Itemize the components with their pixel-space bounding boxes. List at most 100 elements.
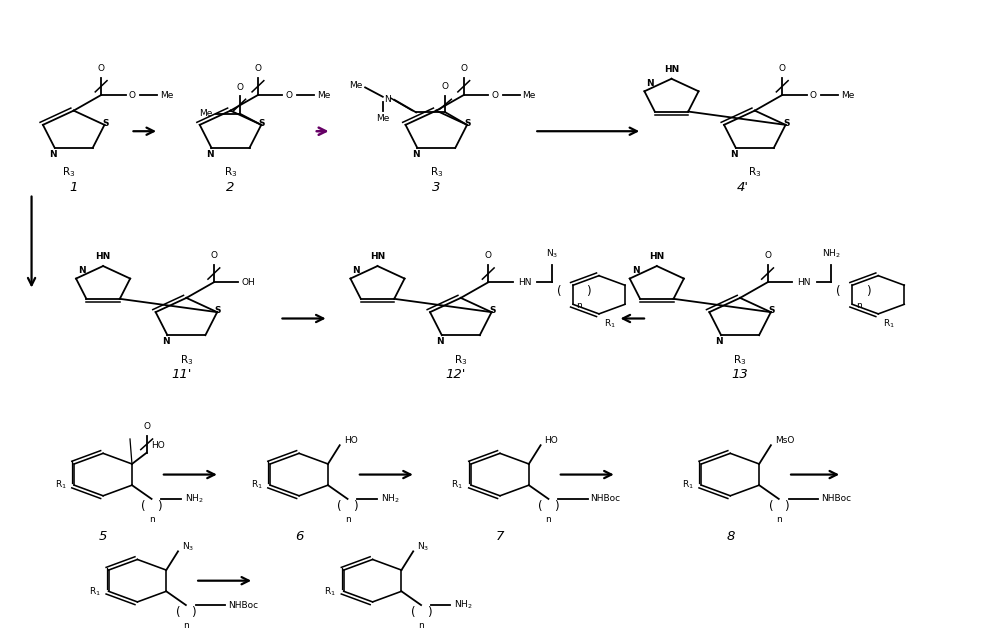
- Text: HN: HN: [370, 252, 385, 261]
- Text: O: O: [491, 90, 498, 99]
- Text: $\rm R_1$: $\rm R_1$: [89, 585, 101, 598]
- Text: MsO: MsO: [775, 436, 794, 445]
- Text: 10: 10: [364, 636, 381, 637]
- Text: $\rm NH_2$: $\rm NH_2$: [454, 599, 473, 612]
- Text: 12': 12': [446, 368, 466, 382]
- Text: HO: HO: [152, 441, 165, 450]
- Text: $\rm R_3$: $\rm R_3$: [454, 353, 467, 367]
- Text: 3: 3: [432, 181, 440, 194]
- Text: N: N: [436, 337, 444, 346]
- Text: NHBoc: NHBoc: [228, 601, 258, 610]
- Text: $\rm R_3$: $\rm R_3$: [62, 166, 75, 180]
- Text: $\rm R_3$: $\rm R_3$: [748, 166, 761, 180]
- Text: O: O: [143, 422, 150, 431]
- Text: $\rm N$: $\rm N$: [384, 92, 392, 104]
- Text: $\rm R_3$: $\rm R_3$: [430, 166, 443, 180]
- Text: Me: Me: [376, 113, 389, 122]
- Text: N: N: [78, 266, 86, 275]
- Text: $\rm R_1$: $\rm R_1$: [604, 318, 616, 330]
- Text: $\rm R_1$: $\rm R_1$: [324, 585, 336, 598]
- Text: S: S: [783, 119, 789, 128]
- Text: n: n: [577, 301, 582, 310]
- Text: n: n: [546, 515, 551, 524]
- Text: N: N: [206, 150, 213, 159]
- Text: $\rm R_3$: $\rm R_3$: [224, 166, 237, 180]
- Text: Me: Me: [841, 90, 854, 99]
- Text: S: S: [768, 306, 775, 315]
- Text: O: O: [442, 82, 449, 91]
- Text: $\rm NH_2$: $\rm NH_2$: [381, 492, 400, 505]
- Text: Me: Me: [160, 90, 173, 99]
- Text: $\rm NH_2$: $\rm NH_2$: [185, 492, 204, 505]
- Text: O: O: [485, 252, 492, 261]
- Text: n: n: [345, 515, 350, 524]
- Text: S: S: [464, 119, 471, 128]
- Text: N: N: [352, 266, 360, 275]
- Text: (: (: [538, 500, 543, 513]
- Text: NHBoc: NHBoc: [821, 494, 851, 503]
- Text: 9: 9: [133, 636, 142, 637]
- Text: n: n: [776, 515, 782, 524]
- Text: $\rm N_3$: $\rm N_3$: [417, 540, 429, 553]
- Text: ): ): [866, 285, 870, 298]
- Text: N: N: [49, 150, 57, 159]
- Text: 6: 6: [295, 530, 303, 543]
- Text: 13: 13: [732, 368, 748, 382]
- Text: $\rm R_1$: $\rm R_1$: [451, 479, 463, 491]
- Text: ): ): [191, 606, 196, 619]
- Text: $\rm R_3$: $\rm R_3$: [180, 353, 193, 367]
- Text: S: S: [259, 119, 265, 128]
- Text: $\rm N_3$: $\rm N_3$: [546, 248, 558, 261]
- Text: OH: OH: [241, 278, 255, 287]
- Text: O: O: [810, 90, 817, 99]
- Text: O: O: [254, 64, 261, 73]
- Text: $\rm R_1$: $\rm R_1$: [251, 479, 262, 491]
- Text: $\rm R_1$: $\rm R_1$: [682, 479, 694, 491]
- Text: 7: 7: [496, 530, 504, 543]
- Text: HO: HO: [344, 436, 357, 445]
- Text: O: O: [285, 90, 292, 99]
- Text: HN: HN: [664, 65, 679, 74]
- Text: 2: 2: [226, 181, 235, 194]
- Text: HN: HN: [518, 278, 531, 287]
- Text: HO: HO: [545, 436, 558, 445]
- Text: (: (: [557, 285, 561, 298]
- Text: O: O: [98, 64, 105, 73]
- Text: N: N: [162, 337, 169, 346]
- Text: HN: HN: [797, 278, 810, 287]
- Text: HN: HN: [95, 252, 111, 261]
- Text: S: S: [102, 119, 108, 128]
- Text: $\rm N_3$: $\rm N_3$: [182, 540, 194, 553]
- Text: NHBoc: NHBoc: [591, 494, 621, 503]
- Text: 11': 11': [171, 368, 192, 382]
- Text: N: N: [715, 337, 723, 346]
- Text: (: (: [141, 500, 146, 513]
- Text: O: O: [764, 252, 771, 261]
- Text: 5: 5: [99, 530, 107, 543]
- Text: S: S: [215, 306, 221, 315]
- Text: (: (: [176, 606, 180, 619]
- Text: O: O: [210, 252, 217, 261]
- Text: N: N: [632, 266, 639, 275]
- Text: ): ): [157, 500, 162, 513]
- Text: (: (: [769, 500, 773, 513]
- Text: (: (: [337, 500, 342, 513]
- Text: ): ): [353, 500, 358, 513]
- Text: $\rm R_1$: $\rm R_1$: [55, 479, 66, 491]
- Text: ): ): [427, 606, 431, 619]
- Text: N: N: [646, 79, 654, 88]
- Text: O: O: [779, 64, 786, 73]
- Text: n: n: [418, 621, 424, 630]
- Text: $\rm NH_2$: $\rm NH_2$: [822, 248, 841, 261]
- Text: S: S: [489, 306, 495, 315]
- Text: ): ): [587, 285, 591, 298]
- Text: O: O: [236, 83, 243, 92]
- Text: n: n: [149, 515, 154, 524]
- Text: n: n: [183, 621, 189, 630]
- Text: HN: HN: [649, 252, 664, 261]
- Text: $\rm R_1$: $\rm R_1$: [883, 318, 895, 330]
- Text: Me: Me: [317, 90, 330, 99]
- Text: (: (: [411, 606, 416, 619]
- Text: O: O: [129, 90, 136, 99]
- Text: O: O: [460, 64, 467, 73]
